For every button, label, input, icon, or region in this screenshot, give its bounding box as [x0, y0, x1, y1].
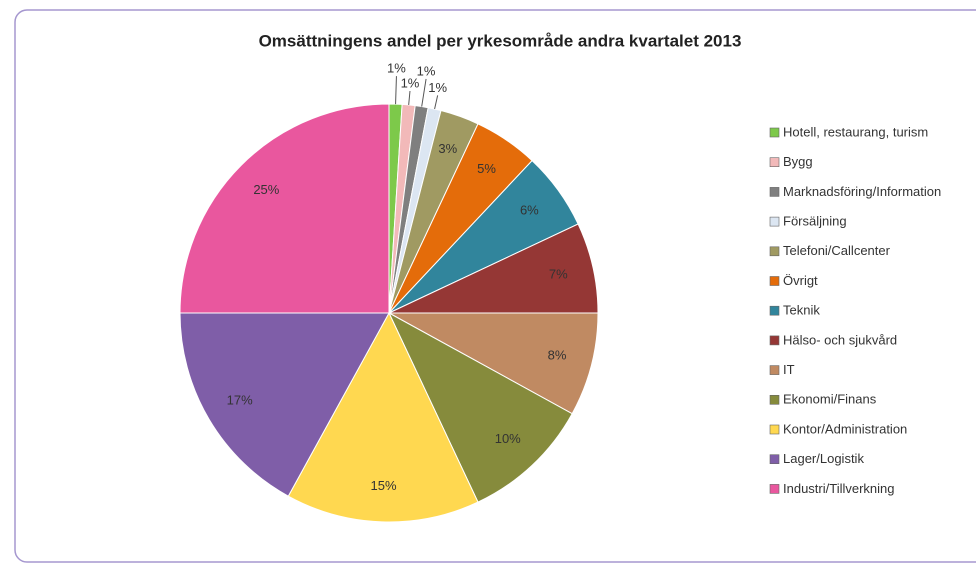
- leader-line: [434, 95, 439, 110]
- legend-swatch: [769, 157, 780, 167]
- legend-label: Hälso- och sjukvård: [783, 332, 897, 347]
- legend-swatch: [769, 335, 780, 346]
- legend-label: Bygg: [783, 154, 813, 169]
- legend-label: IT: [783, 362, 795, 377]
- chart-title: Omsättningens andel per yrkesområde andr…: [259, 31, 742, 50]
- data-label: 10%: [495, 431, 521, 446]
- legend-swatch: [769, 305, 780, 316]
- legend-label: Industri/Tillverkning: [783, 481, 895, 496]
- legend-swatch: [769, 216, 780, 227]
- data-label: 1%: [387, 61, 406, 76]
- pie-slice: [179, 103, 390, 314]
- data-label: 7%: [549, 267, 568, 282]
- legend-label: Hotell, restaurang, turism: [783, 124, 928, 139]
- legend-swatch: [769, 484, 780, 494]
- pie-slice: [388, 312, 599, 415]
- pie-slice: [387, 311, 573, 503]
- leader-line: [395, 76, 397, 105]
- leader-line: [421, 78, 427, 107]
- legend-swatch: [769, 424, 780, 435]
- legend-label: Lager/Logistik: [783, 451, 864, 466]
- data-label: 5%: [477, 161, 496, 176]
- legend-swatch: [769, 454, 780, 465]
- legend-label: Ekonomi/Finans: [783, 392, 877, 407]
- data-label: 17%: [227, 393, 253, 408]
- legend-label: Kontor/Administration: [783, 421, 907, 436]
- data-label: 6%: [520, 202, 539, 217]
- legend-swatch: [769, 394, 780, 405]
- legend-label: Marknadsföring/Information: [783, 184, 941, 199]
- legend-swatch: [769, 246, 780, 257]
- data-label: 1%: [428, 80, 447, 95]
- legend-swatch: [769, 187, 780, 197]
- data-label: 3%: [438, 141, 457, 156]
- data-label: 1%: [417, 63, 436, 78]
- data-label: 8%: [548, 348, 567, 363]
- pie-slice: [287, 311, 479, 523]
- legend-label: Försäljning: [783, 214, 847, 229]
- legend-label: Telefoni/Callcenter: [783, 243, 891, 258]
- legend-swatch: [769, 276, 780, 286]
- legend-label: Övrigt: [783, 273, 818, 288]
- leader-line: [408, 90, 411, 105]
- legend-swatch: [769, 127, 780, 138]
- pie-slice: [179, 312, 390, 497]
- data-label: 25%: [253, 182, 279, 197]
- data-label: 1%: [401, 75, 420, 90]
- legend-swatch: [769, 365, 780, 375]
- legend-label: Teknik: [783, 303, 820, 318]
- data-label: 15%: [371, 478, 397, 493]
